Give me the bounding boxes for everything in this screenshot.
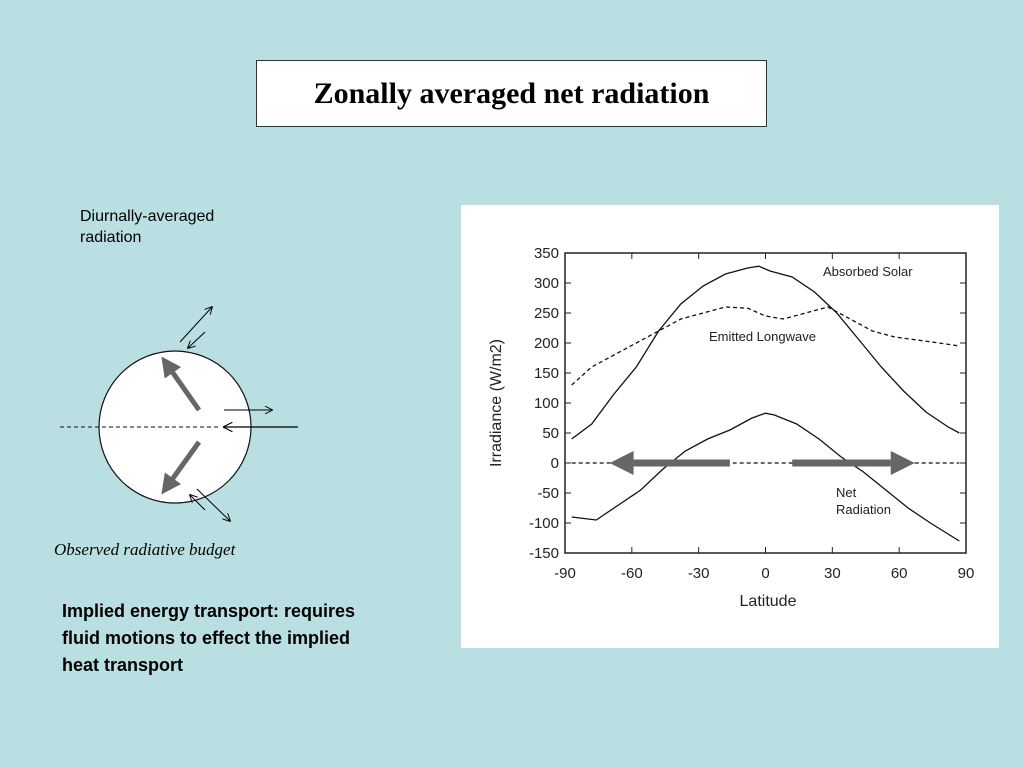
absorbed-solar-annotation: Absorbed Solar — [823, 264, 913, 279]
x-tick-label: 90 — [958, 565, 975, 582]
series-net-radiation — [571, 412, 960, 542]
poleward-arrow-north — [161, 356, 202, 412]
budget-caption: Observed radiative budget — [54, 540, 236, 559]
y-tick-label: -50 — [537, 485, 559, 502]
diurnal-label: Diurnally-averaged radiation — [80, 208, 215, 246]
x-tick-label: 0 — [761, 565, 769, 582]
y-tick-label: 100 — [534, 395, 559, 412]
net-radiation-annotation-line1: Net — [836, 485, 857, 500]
x-axis-label: Latitude — [740, 593, 797, 610]
y-tick-label: 150 — [534, 365, 559, 382]
curves — [571, 265, 960, 542]
x-tick-label: 60 — [891, 565, 908, 582]
x-tick-label: -60 — [621, 565, 643, 582]
y-tick-label: 350 — [534, 245, 559, 262]
y-tick-label: 250 — [534, 305, 559, 322]
y-tick-label: -100 — [529, 515, 559, 532]
title-box: Zonally averaged net radiation — [256, 60, 767, 127]
x-tick-label: -90 — [554, 565, 576, 582]
y-tick-label: 50 — [542, 425, 559, 442]
outgoing-arrow-north — [179, 307, 212, 343]
radiation-globe-diagram — [60, 290, 298, 530]
transport-arrows — [609, 451, 915, 475]
right-transport-arrow-head — [890, 451, 915, 475]
left-transport-arrow-head — [609, 451, 634, 475]
x-tick-label: 30 — [824, 565, 841, 582]
incoming-arrow-north — [188, 331, 206, 348]
poleward-arrow-south — [161, 440, 202, 495]
incoming-arrow-south — [190, 495, 206, 511]
x-tick-label: -30 — [688, 565, 710, 582]
y-tick-label: -150 — [529, 545, 559, 562]
slide-title: Zonally averaged net radiation — [313, 76, 710, 110]
chart-panel: 350 300 250 200 150 100 50 0 -50 -100 -150 -90 -60 -3… — [461, 205, 999, 648]
y-tick-label: 200 — [534, 335, 559, 352]
outgoing-arrow-south — [196, 488, 230, 521]
y-tick-label: 300 — [534, 275, 559, 292]
series-emitted-longwave — [571, 306, 960, 386]
implied-transport-text: Implied energy transport: requires fluid… — [62, 601, 356, 675]
y-tick-label: 0 — [551, 455, 559, 472]
series-absorbed-solar — [571, 265, 960, 440]
y-axis-label: Irradiance (W/m2) — [488, 339, 505, 467]
emitted-longwave-annotation: Emitted Longwave — [709, 329, 816, 344]
plot-frame — [564, 252, 967, 554]
net-radiation-annotation-line2: Radiation — [836, 502, 891, 517]
